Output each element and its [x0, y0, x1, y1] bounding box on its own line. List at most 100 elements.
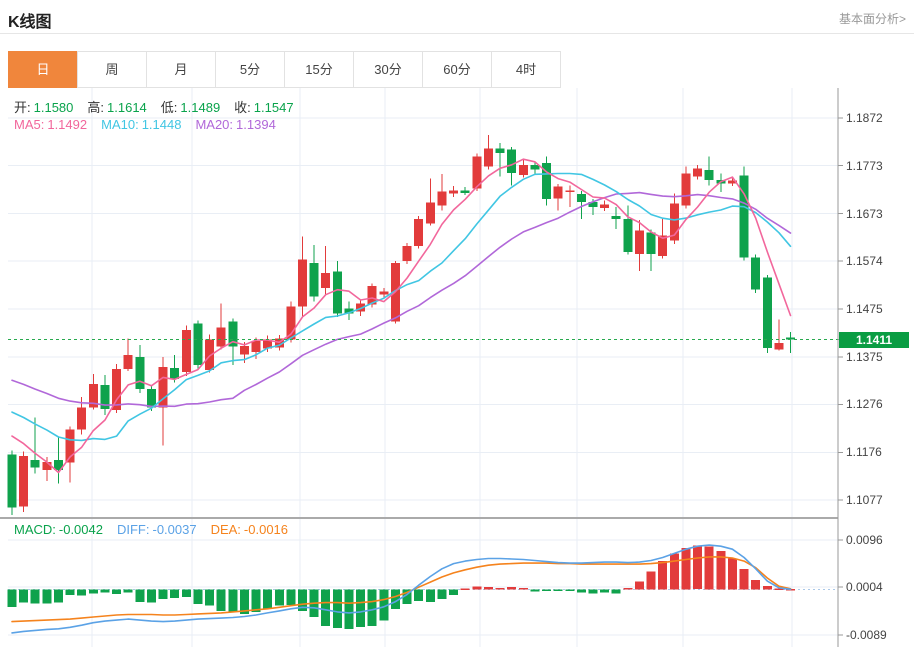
macd-bar	[356, 589, 366, 627]
legend-item: 低: 1.1489	[160, 100, 221, 115]
candle	[251, 341, 261, 353]
macd-bar	[135, 589, 145, 603]
macd-bar	[669, 553, 679, 590]
macd-bar	[542, 589, 551, 591]
legend-item: MACD: -0.0042	[14, 522, 103, 537]
legend-item: MA5: 1.1492	[14, 117, 88, 132]
macd-bar	[332, 589, 342, 628]
macd-bar	[344, 589, 354, 629]
macd-bar	[716, 550, 726, 590]
candle	[565, 190, 575, 193]
macd-bar	[193, 589, 203, 605]
candle	[158, 366, 168, 408]
tab-60分[interactable]: 60分	[422, 51, 492, 88]
candle	[774, 342, 784, 350]
macd-bar	[751, 580, 761, 590]
candle	[123, 354, 133, 369]
page-title: K线图	[8, 14, 52, 31]
macd-bar	[54, 589, 63, 603]
macd-bar	[391, 589, 400, 609]
legend-item: DEA: -0.0016	[210, 522, 289, 537]
price-axis-tick: 1.1773	[846, 158, 883, 173]
header-divider	[0, 33, 914, 34]
candle	[542, 163, 551, 199]
macd-bar	[449, 589, 459, 595]
candle	[228, 321, 238, 347]
candle	[344, 308, 354, 314]
candle	[286, 306, 296, 340]
candle	[332, 271, 342, 314]
macd-axis-tick: 0.0004	[846, 580, 883, 595]
candle	[483, 148, 493, 167]
macd-bar	[321, 589, 331, 626]
macd-bar	[762, 586, 772, 590]
macd-bar	[251, 589, 261, 612]
candle	[681, 173, 691, 206]
macd-bar	[158, 589, 168, 600]
price-axis-tick: 1.1077	[846, 493, 883, 507]
macd-bar	[576, 589, 586, 593]
macd-bar	[274, 589, 284, 606]
macd-bar	[727, 558, 737, 590]
legend-item: 高: 1.1614	[87, 100, 147, 115]
price-axis-tick: 1.1276	[846, 397, 883, 412]
macd-bar	[123, 589, 133, 593]
tab-日[interactable]: 日	[8, 51, 78, 88]
price-axis-tick: 1.1673	[846, 206, 883, 221]
candle	[309, 263, 319, 297]
macd-bar	[425, 589, 435, 603]
macd-bar	[507, 587, 517, 590]
candle	[88, 384, 98, 408]
macd-bar	[88, 589, 98, 594]
candle	[507, 149, 517, 174]
tab-周[interactable]: 周	[77, 51, 147, 88]
tab-15分[interactable]: 15分	[284, 51, 354, 88]
candle	[786, 337, 795, 340]
macd-bar	[216, 589, 226, 611]
price-axis-tick: 1.1574	[846, 254, 883, 269]
candle	[588, 202, 598, 207]
legend-item: 收: 1.1547	[234, 100, 294, 115]
price-axis-tick: 1.1375	[846, 349, 883, 364]
macd-bar	[298, 589, 307, 611]
macd-bar	[437, 589, 447, 600]
candle	[367, 286, 377, 305]
candle	[611, 216, 621, 219]
candle	[425, 202, 435, 224]
tab-30分[interactable]: 30分	[353, 51, 423, 88]
candle	[739, 175, 749, 258]
tab-月[interactable]: 月	[146, 51, 216, 88]
candle	[356, 303, 366, 312]
candle	[658, 235, 668, 256]
candle	[518, 165, 528, 176]
candle	[646, 232, 656, 254]
macd-bar	[623, 587, 633, 590]
candle	[727, 180, 737, 184]
macd-bar	[367, 589, 377, 626]
macd-bar	[483, 587, 493, 590]
candle	[298, 259, 307, 307]
ma-legend: MA5: 1.1492 MA10: 1.1448 MA20: 1.1394	[14, 117, 290, 132]
candle	[704, 169, 714, 180]
current-price-badge: 1.1411	[839, 331, 909, 348]
candle	[205, 339, 214, 370]
candle	[216, 327, 226, 347]
tab-4时[interactable]: 4时	[491, 51, 561, 88]
macd-bar	[553, 589, 563, 591]
candle	[193, 323, 203, 365]
fundamental-analysis-link[interactable]: 基本面分析>	[838, 12, 906, 26]
macd-bar	[693, 545, 703, 590]
candle	[402, 245, 412, 262]
macd-bar	[7, 589, 17, 607]
macd-bar	[518, 587, 528, 590]
ohlc-legend: 开: 1.1580 高: 1.1614 低: 1.1489 收: 1.1547	[14, 97, 308, 116]
macd-bar	[181, 589, 191, 597]
candle	[100, 385, 110, 410]
tab-5分[interactable]: 5分	[215, 51, 285, 88]
macd-axis-tick: 0.0096	[846, 533, 883, 547]
macd-bar	[170, 589, 180, 598]
macd-axis-tick: -0.0089	[846, 628, 887, 642]
macd-bar	[495, 587, 505, 590]
legend-item: 开: 1.1580	[14, 100, 74, 115]
